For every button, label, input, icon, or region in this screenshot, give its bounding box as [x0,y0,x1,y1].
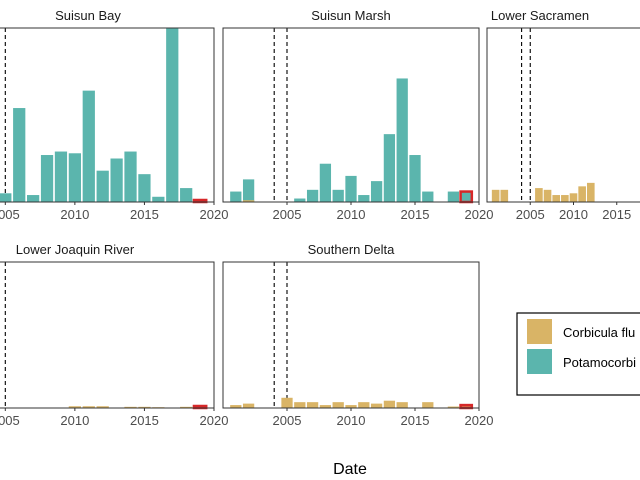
bar [96,406,109,408]
bar [383,134,396,202]
bar [535,188,543,202]
bar [124,406,137,408]
bar [491,189,500,202]
bar [383,400,396,408]
bar [68,153,81,202]
panel-title: Lower Sacramen [491,8,589,23]
legend-swatch [527,349,552,374]
bar [294,402,306,408]
panel-frame [0,27,215,203]
bar [166,28,179,202]
bar [543,189,552,202]
x-tick-label: 2015 [130,413,159,428]
bar [306,402,319,408]
bar [332,189,344,202]
x-tick-label: 2005 [273,413,302,428]
x-tick-label: 2015 [130,207,159,222]
x-tick-label: 2010 [337,413,366,428]
bar [110,158,123,202]
bar [447,191,460,202]
x-tick-label: 2015 [401,413,430,428]
x-tick-label: 2010 [337,207,366,222]
bar [82,90,95,202]
bar [230,191,242,202]
bar [13,108,26,202]
panel-frame [222,261,480,409]
bar [358,402,370,408]
bar [319,163,332,202]
panel-frame [0,261,215,409]
bar [138,174,151,202]
bar [0,193,12,202]
x-tick-label: 2015 [401,207,430,222]
bar [82,406,95,408]
x-tick-label: 2005 [0,207,20,222]
bar [281,397,293,408]
panel-frame [486,27,640,203]
x-tick-label: 2010 [60,413,89,428]
panel-title: Suisun Marsh [311,8,390,23]
x-axis-title: Date [333,461,367,478]
panel-title: Suisun Bay [55,8,121,23]
bar [561,195,569,202]
x-tick-label: 2005 [273,207,302,222]
x-tick-label: 2020 [200,207,229,222]
bar [96,170,109,202]
bar [294,198,306,202]
bar [358,195,370,202]
x-tick-label: 2020 [200,413,229,428]
bar [242,403,255,408]
bar [422,191,434,202]
bar [552,195,561,202]
bar [180,406,193,408]
bar [370,181,383,202]
legend-label: Corbicula flu [563,325,635,340]
panel-title: Lower Joaquin River [16,242,135,257]
bar [396,402,408,408]
bar [345,405,357,408]
bar [447,406,460,408]
bar [54,151,68,202]
bar [569,193,578,202]
bar [500,189,509,202]
bar [40,155,54,202]
x-tick-label: 2005 [516,207,545,222]
bar [124,151,137,202]
bar [460,405,472,408]
bar [230,405,242,408]
bar [370,403,383,408]
bar [586,182,595,202]
bar [345,175,357,202]
legend-swatch [527,319,552,344]
bar [460,191,472,202]
bar [27,195,40,202]
legend-label: Potamocorbi [563,355,636,370]
bar [578,186,586,202]
bar [306,189,319,202]
bar [332,402,344,408]
bar [152,196,165,202]
panel-title: Southern Delta [308,242,395,257]
bar [138,406,151,408]
x-tick-label: 2005 [0,413,20,428]
bar [68,406,81,408]
bar [396,78,408,202]
bar [409,155,421,202]
bar [180,188,193,202]
x-tick-label: 2020 [465,207,494,222]
x-tick-label: 2015 [602,207,631,222]
bar [242,200,255,202]
x-tick-label: 2010 [60,207,89,222]
bar [319,405,332,408]
bar [422,402,434,408]
x-tick-label: 2020 [465,413,494,428]
x-tick-label: 2010 [559,207,588,222]
bar [242,179,255,202]
